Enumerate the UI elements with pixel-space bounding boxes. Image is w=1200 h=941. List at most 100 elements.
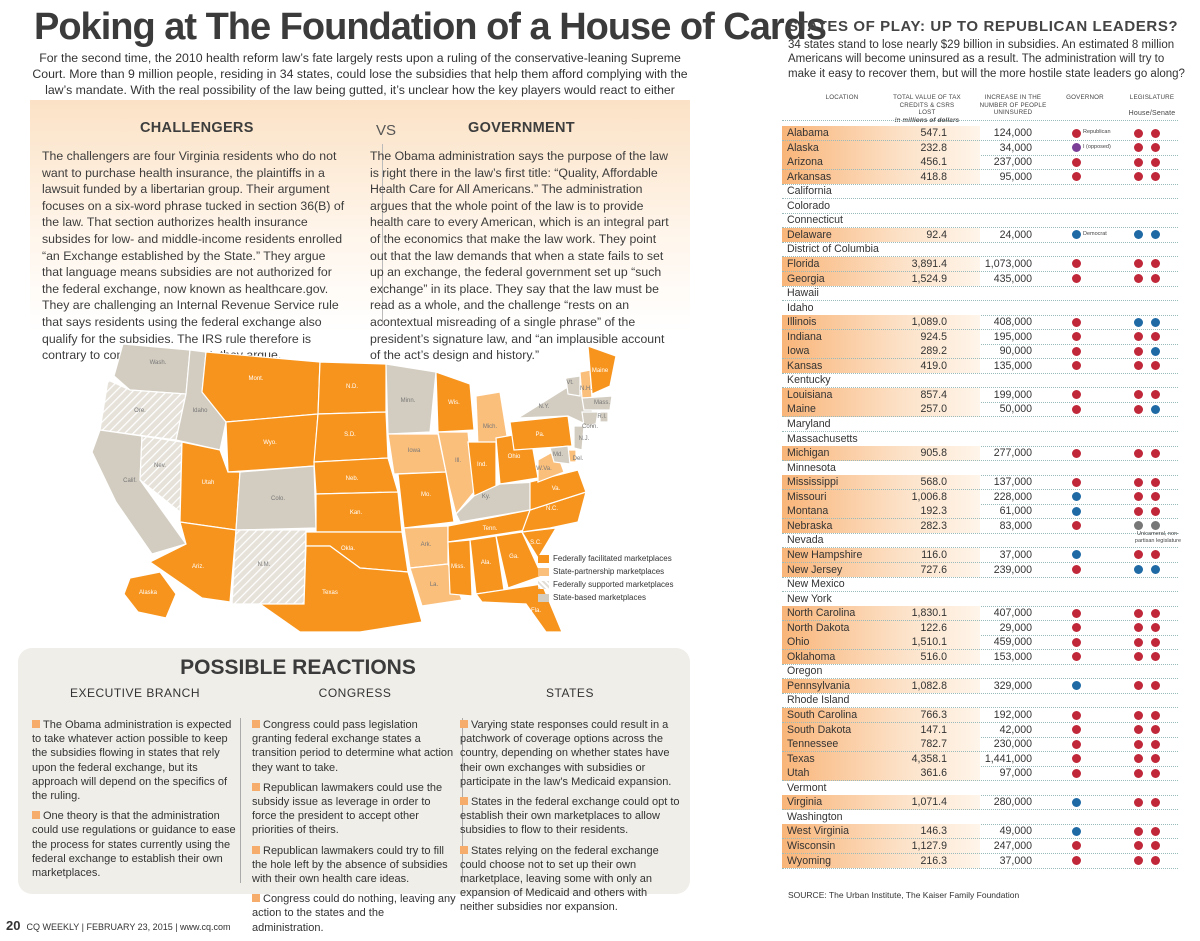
row-highlight — [782, 358, 980, 374]
row-rule — [782, 445, 1178, 447]
house-party-dot — [1134, 768, 1143, 778]
row-rule — [782, 751, 1178, 753]
table-title: STATES OF PLAY: UP TO REPUBLICAN LEADERS… — [788, 18, 1179, 35]
row-rule — [782, 532, 1178, 534]
cell-subsidies: 456.1 — [920, 156, 947, 169]
cell-uninsured: 24,000 — [999, 228, 1032, 241]
cell-state: South Carolina — [787, 709, 858, 721]
senate-party-dot — [1151, 623, 1160, 633]
governor-party-dot — [1072, 710, 1081, 720]
cell-uninsured: 228,000 — [993, 490, 1032, 503]
house-party-dot — [1134, 652, 1143, 662]
cell-subsidies: 192.3 — [920, 505, 947, 518]
row-highlight — [782, 169, 980, 185]
cell-state: District of Columbia — [787, 243, 879, 256]
governor-party-dot — [1072, 856, 1081, 865]
table-row: Arkansas 418.8 95,000 — [782, 169, 1182, 185]
table-row: Oregon — [782, 664, 1182, 680]
cell-state: Alaska — [787, 141, 819, 154]
row-highlight — [782, 489, 980, 505]
header-house-senate: House/Senate — [1128, 110, 1176, 117]
cell-uninsured: 277,000 — [993, 447, 1032, 460]
cell-uninsured: 34,000 — [999, 141, 1032, 154]
governor-party-dot — [1072, 274, 1081, 283]
state-label: La. — [430, 582, 439, 588]
row-rule — [782, 663, 1178, 665]
state-label: S.C. — [530, 540, 542, 546]
state-label: N.J. — [579, 436, 590, 442]
legend-label: Federally facilitated marketplaces — [553, 554, 672, 563]
reaction-column: CONGRESS Congress could pass legislation … — [252, 686, 458, 941]
house-party-dot — [1134, 230, 1143, 240]
cell-state: Rhode Island — [787, 694, 850, 707]
row-rule — [782, 300, 1178, 302]
senate-party-dot — [1151, 608, 1160, 618]
senate-party-dot — [1151, 856, 1160, 865]
row-highlight — [782, 678, 980, 694]
table-row: Rhode Island — [782, 693, 1182, 709]
cell-state: Ohio — [787, 636, 810, 649]
table-row: Georgia 1,524.9 435,000 — [782, 271, 1182, 287]
row-rule — [782, 474, 1178, 476]
reaction-item-text: Congress could pass legislation granting… — [252, 719, 454, 774]
cell-subsidies: 516.0 — [920, 650, 947, 663]
house-party-dot — [1134, 797, 1143, 807]
cell-subsidies: 1,089.0 — [911, 316, 947, 329]
house-party-dot — [1134, 754, 1143, 764]
cell-state: Washington — [787, 810, 843, 823]
row-highlight — [782, 737, 980, 752]
cell-state: Indiana — [787, 330, 822, 343]
senate-party-dot — [1151, 346, 1160, 356]
bullet-square-icon — [460, 797, 468, 806]
cell-subsidies: 766.3 — [920, 709, 947, 721]
cell-subsidies: 1,510.1 — [911, 636, 947, 649]
cell-uninsured: 95,000 — [999, 170, 1032, 183]
cell-subsidies: 1,127.9 — [911, 839, 947, 852]
senate-party-dot — [1151, 797, 1160, 807]
reaction-item-text: Varying state responses could result in … — [460, 719, 672, 788]
state-label: Minn. — [401, 398, 416, 404]
cell-subsidies: 147.1 — [920, 723, 947, 736]
table-row: Louisiana 857.4 199,000 — [782, 387, 1182, 403]
governor-party-dot — [1072, 317, 1081, 327]
row-rule — [782, 314, 1178, 316]
reaction-item: Republican lawmakers could try to fill t… — [252, 844, 458, 887]
governor-party-dot — [1072, 128, 1081, 138]
row-highlight — [782, 853, 980, 869]
row-rule — [782, 634, 1178, 636]
cell-state: Massachusetts — [787, 432, 858, 445]
house-party-dot — [1134, 506, 1143, 516]
state-shape — [565, 375, 581, 397]
cell-subsidies: 857.4 — [920, 388, 947, 401]
table-row: Connecticut — [782, 213, 1182, 229]
senate-party-dot — [1151, 565, 1160, 574]
cell-uninsured: 408,000 — [993, 316, 1032, 329]
reaction-item: Varying state responses could result in … — [460, 718, 680, 789]
governor-party-dot — [1072, 259, 1081, 269]
cell-subsidies: 1,524.9 — [911, 272, 947, 285]
reaction-item: States in the federal exchange could opt… — [460, 795, 680, 838]
house-party-dot — [1134, 317, 1143, 327]
table-row: North Carolina 1,830.1 407,000 — [782, 606, 1182, 622]
row-rule — [782, 212, 1178, 214]
reaction-item-text: Republican lawmakers could try to fill t… — [252, 844, 448, 886]
governor-party-dot — [1072, 492, 1081, 502]
state-shape — [581, 395, 613, 411]
unicameral-note: Unicameral, non-partisan legislature — [1134, 531, 1182, 544]
senate-party-dot — [1151, 172, 1160, 182]
row-highlight — [782, 475, 980, 490]
legend-swatch — [538, 580, 549, 589]
cell-state: North Dakota — [787, 621, 850, 634]
state-label: Va. — [552, 486, 561, 492]
cell-subsidies: 146.3 — [920, 825, 947, 838]
legend-label: Federally supported marketplaces — [553, 580, 674, 589]
cell-state: New Mexico — [787, 578, 845, 591]
table-row: Michigan 905.8 277,000 — [782, 446, 1182, 462]
cell-uninsured: 49,000 — [999, 825, 1032, 838]
row-rule — [782, 198, 1178, 200]
cell-uninsured: 50,000 — [999, 403, 1032, 416]
cell-subsidies: 289.2 — [920, 345, 947, 358]
cell-subsidies: 1,071.4 — [911, 796, 947, 809]
state-label: Conn. — [582, 424, 598, 430]
row-highlight — [782, 824, 980, 839]
